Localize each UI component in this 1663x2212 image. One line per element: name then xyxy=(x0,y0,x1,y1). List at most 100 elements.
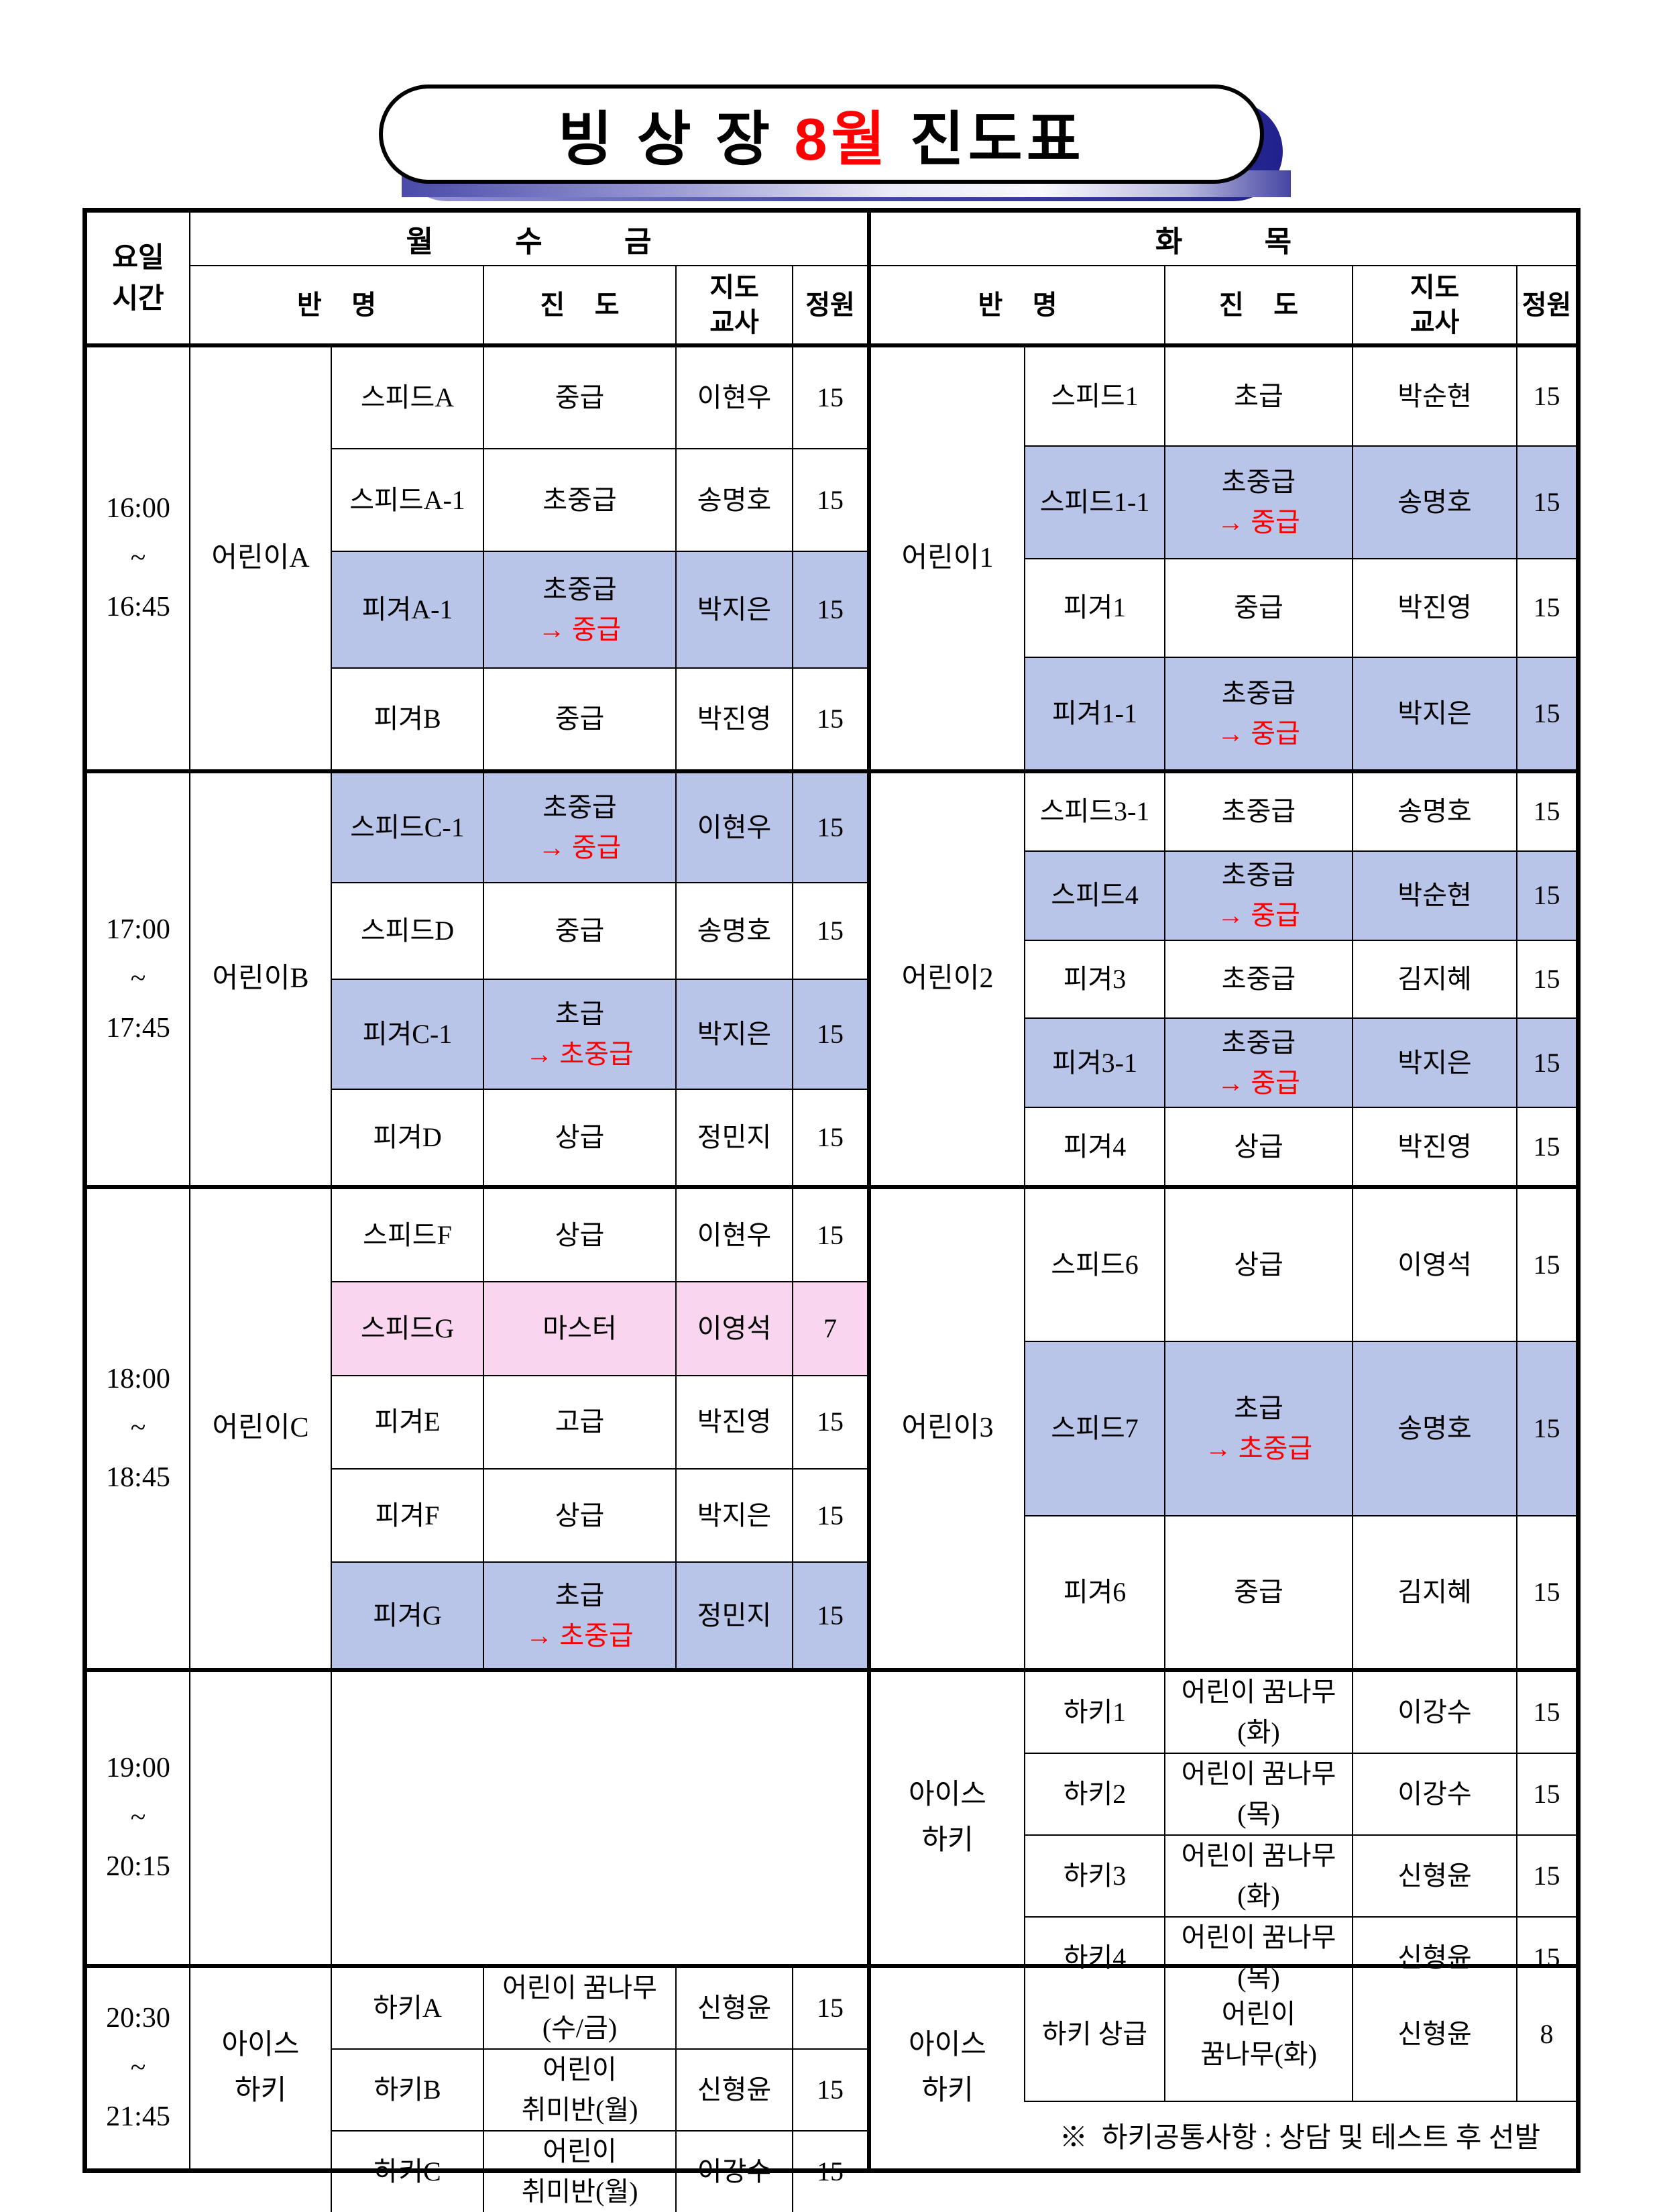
progress-change: → 중급 xyxy=(1217,900,1300,931)
progress-level: 초중급 xyxy=(1221,466,1296,497)
class-name-cell: 하키3 xyxy=(1024,1836,1164,1916)
class-name-cell: 스피드A-1 xyxy=(331,449,483,551)
progress-cell: 어린이 취미반(월) xyxy=(483,2132,675,2212)
class-name-cell: 하키A xyxy=(331,1968,483,2048)
capacity-cell: 15 xyxy=(792,449,867,551)
class-name-cell: 피겨3-1 xyxy=(1024,1019,1164,1107)
schedule-block: 17:00 ~ 17:45 어린이B 스피드C-1 초중급 → 중급 이현우 15 스피드D 중… xyxy=(87,769,1576,1185)
progress-cell: 어린이 꿈나무 (목) xyxy=(1164,1918,1352,1998)
progress-cell: 어린이 꿈나무 (목) xyxy=(1164,1754,1352,1834)
progress-cell: 초중급 → 중급 xyxy=(1164,446,1352,558)
header-mon-wed-fri: 월 수 금 반 명 진 도 지도 교사 정원 xyxy=(190,213,867,343)
class-name-cell: 스피드3-1 xyxy=(1024,773,1164,850)
class-name-cell: 피겨1 xyxy=(1024,559,1164,657)
progress-cell: 초중급 → 중급 xyxy=(1164,658,1352,769)
block-half-mon-wed-fri xyxy=(190,1672,867,1964)
progress-level: 초중급 xyxy=(1221,678,1296,709)
group-cell: 아이스 하키 xyxy=(909,2030,986,2106)
class-row: 하키1 어린이 꿈나무 (화) 이강수 15 xyxy=(1024,1672,1576,1753)
group-cell xyxy=(190,1672,331,1964)
class-row: 하키 상급 어린이 꿈나무(화) 신형윤 8 xyxy=(1024,1968,1576,2101)
title-month: 8월 xyxy=(794,105,890,172)
progress-level: 초중급 xyxy=(1221,860,1296,891)
capacity-cell: 15 xyxy=(1516,1108,1576,1185)
progress-cell: 초급 → 초중급 xyxy=(483,980,675,1089)
progress-cell: 중급 xyxy=(483,883,675,979)
class-name-cell: 하키2 xyxy=(1024,1754,1164,1834)
teacher-cell: 김지혜 xyxy=(1352,940,1516,1018)
class-row: 하키2 어린이 꿈나무 (목) 이강수 15 xyxy=(1024,1753,1576,1834)
rows-container: 스피드1 초급 박순현 15 스피드1-1 초중급 → 중급 송명호 15 피겨1 중급 박진영 15 피… xyxy=(1024,347,1576,769)
col-header-capacity: 정원 xyxy=(792,266,867,343)
teacher-cell: 정민지 xyxy=(675,1563,792,1669)
teacher-cell: 이강수 xyxy=(675,2132,792,2212)
class-row: 피겨6 중급 김지혜 15 xyxy=(1024,1514,1576,1668)
class-name-cell: 스피드D xyxy=(331,883,483,979)
hockey-note: ※ 하키공통사항 : 상담 및 테스트 후 선발 xyxy=(1024,2101,1576,2168)
progress-level: 초중급 xyxy=(1221,963,1296,994)
class-row: 스피드F 상급 이현우 15 xyxy=(331,1189,867,1282)
group-cell: 어린이A xyxy=(211,542,310,573)
group-cell: 아이스 하키 xyxy=(221,2030,300,2106)
capacity-cell: 15 xyxy=(1516,1836,1576,1916)
class-name-cell: 피겨B xyxy=(331,668,483,769)
class-row: 스피드G 마스터 이영석 7 xyxy=(331,1281,867,1375)
progress-detail: (화) xyxy=(1237,1717,1280,1747)
progress-level: 어린이 꿈나무 xyxy=(1181,1759,1336,1789)
progress-cell: 초중급 xyxy=(483,449,675,551)
teacher-cell: 김지혜 xyxy=(1352,1516,1516,1668)
progress-cell: 초중급 xyxy=(1164,773,1352,850)
block-half-tue-thu: 어린이1 스피드1 초급 박순현 15 스피드1-1 초중급 → 중급 송명호 15 피겨1 중급 박진… xyxy=(867,347,1576,769)
teacher-cell: 이영석 xyxy=(675,1282,792,1375)
teacher-cell: 박지은 xyxy=(1352,658,1516,769)
col-header-capacity: 정원 xyxy=(1516,266,1576,343)
class-name-cell: 피겨6 xyxy=(1024,1516,1164,1668)
rows-container: 스피드6 상급 이영석 15 스피드7 초급 → 초중급 송명호 15 피겨6 중급 김지혜 15 xyxy=(1024,1189,1576,1668)
progress-level: 어린이 xyxy=(542,2136,617,2166)
class-name-cell: 피겨4 xyxy=(1024,1108,1164,1185)
capacity-cell: 15 xyxy=(792,2050,867,2130)
progress-cell: 중급 xyxy=(1164,1516,1352,1668)
rows-container: 하키 상급 어린이 꿈나무(화) 신형윤 8 ※ 하키공통사항 : 상담 및 테스트 후 … xyxy=(1024,1968,1576,2168)
progress-cell: 초중급 → 중급 xyxy=(1164,1019,1352,1107)
class-row: 피겨3 초중급 김지혜 15 xyxy=(1024,939,1576,1018)
progress-level: 초중급 xyxy=(542,484,617,515)
header-corner-day-time: 요일 시간 xyxy=(87,213,190,343)
progress-level: 중급 xyxy=(555,703,605,734)
class-row: 스피드7 초급 → 초중급 송명호 15 xyxy=(1024,1341,1576,1515)
schedule-block: 20:30 ~ 21:45 아이스 하키 하키A 어린이 꿈나무 (수/금) 신형윤 15 하… xyxy=(87,1964,1576,2212)
time-cell: 17:00 ~ 17:45 xyxy=(87,773,190,1185)
teacher-cell: 박진영 xyxy=(675,1376,792,1469)
progress-level: 마스터 xyxy=(542,1313,617,1344)
progress-change: → 초중급 xyxy=(526,1038,634,1069)
days-label-left: 월 수 금 xyxy=(190,213,867,266)
teacher-cell: 신형윤 xyxy=(675,1968,792,2048)
rows-container: 스피드A 중급 이현우 15 스피드A-1 초중급 송명호 15 피겨A-1 초중급 → 중급 박지은… xyxy=(331,347,867,769)
capacity-cell: 15 xyxy=(1516,773,1576,850)
schedule-block: 16:00 ~ 16:45 어린이A 스피드A 중급 이현우 15 스피드A-1 초중급 송명호… xyxy=(87,343,1576,769)
progress-change: → 중급 xyxy=(1217,718,1300,749)
block-half-mon-wed-fri: 어린이C 스피드F 상급 이현우 15 스피드G 마스터 이영석 7 피겨E 고급 박진영 15 피겨F 상… xyxy=(190,1189,867,1669)
class-name-cell: 스피드A xyxy=(331,347,483,449)
class-row: 하키4 어린이 꿈나무 (목) 신형윤 15 xyxy=(1024,1916,1576,1998)
progress-level: 어린이 xyxy=(1221,1999,1296,2029)
header-tue-thu: 화 목 반 명 진 도 지도 교사 정원 xyxy=(867,213,1576,343)
rows-container: 하키1 어린이 꿈나무 (화) 이강수 15 하키2 어린이 꿈나무 (목) 이강수 15 하키3 어… xyxy=(1024,1672,1576,1998)
time-cell: 20:30 ~ 21:45 xyxy=(87,1968,190,2168)
class-name-cell: 스피드6 xyxy=(1024,1189,1164,1341)
progress-cell: 상급 xyxy=(1164,1189,1352,1341)
class-row: 피겨C-1 초급 → 초중급 박지은 15 xyxy=(331,979,867,1089)
schedule-blocks: 16:00 ~ 16:45 어린이A 스피드A 중급 이현우 15 스피드A-1 초중급 송명호… xyxy=(87,343,1576,2212)
class-row: 스피드3-1 초중급 송명호 15 xyxy=(1024,773,1576,850)
class-name-cell: 피겨F xyxy=(331,1470,483,1562)
progress-level: 초중급 xyxy=(1221,1027,1296,1058)
group-cell: 아이스 하키 xyxy=(909,1779,986,1856)
teacher-cell: 송명호 xyxy=(675,883,792,979)
progress-detail: (목) xyxy=(1237,1799,1280,1829)
title-text-1: 빙 상 장 xyxy=(558,105,795,172)
progress-level: 초급 xyxy=(555,1580,605,1610)
capacity-cell: 7 xyxy=(792,1282,867,1375)
table-header: 요일 시간 월 수 금 반 명 진 도 지도 교사 정원 화 목 반 명 진 도… xyxy=(87,213,1576,343)
progress-cell: 초중급 → 중급 xyxy=(1164,851,1352,940)
progress-level: 초중급 xyxy=(1221,796,1296,827)
